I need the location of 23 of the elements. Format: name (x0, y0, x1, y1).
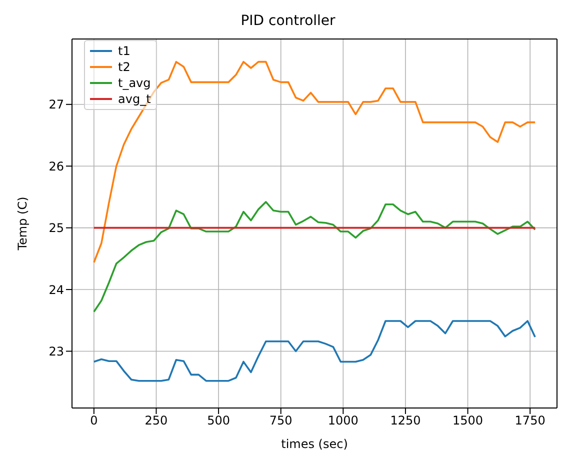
line-series (93, 320, 536, 382)
y-tick-label: 27 (48, 98, 64, 112)
x-tick-label: 1500 (452, 414, 484, 428)
x-tick-label: 250 (144, 414, 168, 428)
y-tick-label: 25 (48, 221, 64, 236)
x-tick-label: 1250 (390, 414, 421, 428)
chart-title: PID controller (240, 12, 336, 31)
x-axis-title: times (sec) (281, 437, 348, 451)
x-tick-label: 0 (90, 414, 98, 428)
y-tick-label: 23 (48, 344, 64, 358)
line-series (93, 201, 536, 313)
legend-label: t_avg (118, 76, 151, 90)
x-tick-label: 1750 (514, 414, 546, 428)
legend-label: t2 (118, 60, 130, 74)
legend-label: avg_t (118, 92, 151, 106)
y-tick-label: 24 (48, 282, 64, 297)
y-axis-title: Temp (C) (15, 196, 30, 252)
x-tick-label: 500 (207, 414, 230, 428)
line-series (93, 60, 536, 264)
x-tick-label: 750 (269, 414, 292, 428)
legend-label: t1 (118, 44, 130, 58)
x-tick-label: 1000 (328, 414, 358, 428)
y-tick-label: 26 (48, 159, 64, 174)
